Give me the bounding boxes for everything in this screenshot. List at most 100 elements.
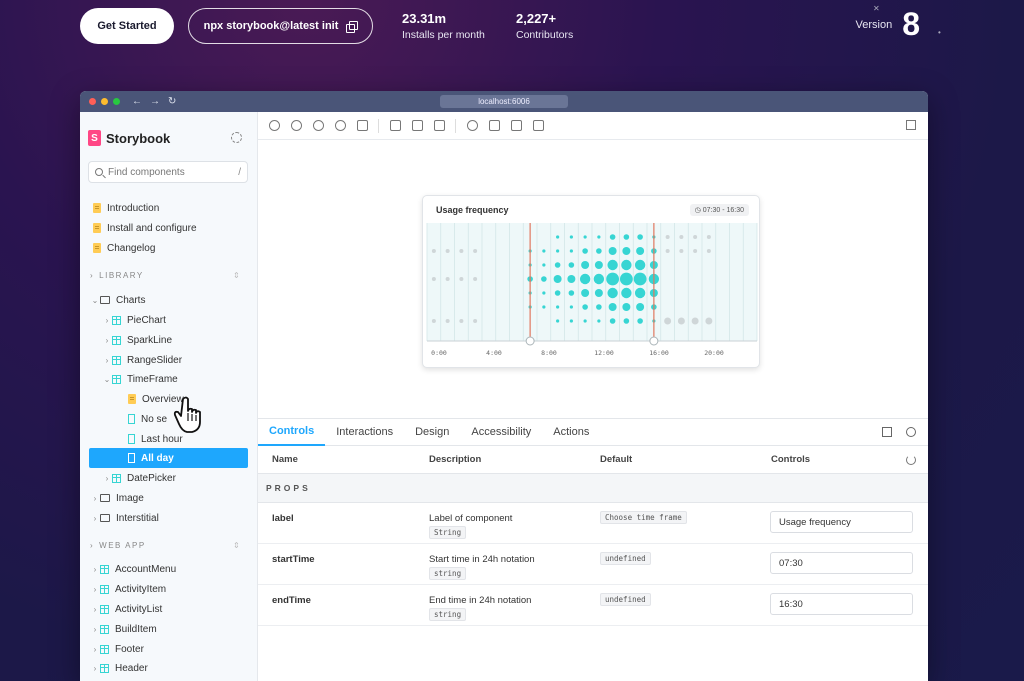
viewport-icon[interactable] xyxy=(390,120,401,131)
prop-description: Start time in 24h notation xyxy=(429,554,535,565)
data-point xyxy=(556,249,560,253)
starttime-control-input[interactable]: 07:30 xyxy=(770,552,913,574)
zoom-reset-icon[interactable] xyxy=(335,120,346,131)
addon-tabs: Controls Interactions Design Accessibili… xyxy=(258,419,928,446)
time-range-badge: ◷ 07:30 - 16:30 xyxy=(689,204,749,216)
sidebar-item-label: SparkLine xyxy=(127,334,173,346)
back-arrow-icon[interactable]: ← xyxy=(132,96,142,107)
sidebar-item-all-day[interactable]: All day xyxy=(89,448,248,468)
sidebar-item-no-selection[interactable]: No se xyxy=(80,409,258,429)
sidebar-item-label: BuildItem xyxy=(115,623,157,635)
data-point xyxy=(445,319,450,323)
sidebar-item-piechart[interactable]: › PieChart xyxy=(80,310,258,330)
sidebar-item-builditem[interactable]: › BuildItem xyxy=(80,619,258,639)
data-point xyxy=(609,318,616,324)
sidebar-item-activitylist[interactable]: › ActivityList xyxy=(80,599,258,619)
image-icon[interactable] xyxy=(489,120,500,131)
prop-default: undefined xyxy=(600,593,651,606)
sidebar-item-introduction[interactable]: Introduction xyxy=(80,198,258,218)
reset-controls-icon[interactable] xyxy=(906,455,916,465)
url-bar[interactable]: localhost:6006 xyxy=(440,95,568,108)
sidebar-item-label: ActivityList xyxy=(115,603,163,615)
sidebar-item-rangeslider[interactable]: › RangeSlider xyxy=(80,350,258,370)
tab-controls[interactable]: Controls xyxy=(258,419,326,446)
data-point xyxy=(554,290,561,296)
sidebar-item-accountmenu[interactable]: › AccountMenu xyxy=(80,559,258,579)
sidebar-item-header[interactable]: › Header xyxy=(80,658,258,678)
theme-icon[interactable] xyxy=(467,120,478,131)
get-started-button[interactable]: Get Started xyxy=(80,8,174,44)
data-point xyxy=(677,317,685,325)
data-point xyxy=(554,262,561,268)
sidebar-item-label: Footer xyxy=(115,643,144,655)
maximize-window-button[interactable] xyxy=(113,98,120,105)
data-point xyxy=(622,303,631,311)
expand-collapse-icon[interactable]: ⇕ xyxy=(233,541,240,550)
comment-icon[interactable] xyxy=(533,120,544,131)
sidebar-item-image[interactable]: › Image xyxy=(80,488,258,508)
sidebar-item-sparkline[interactable]: › SparkLine xyxy=(80,330,258,350)
component-icon xyxy=(100,663,109,673)
sidebar-item-activityitem[interactable]: › ActivityItem xyxy=(80,579,258,599)
data-point xyxy=(636,303,645,311)
sidebar-item-footer[interactable]: › Footer xyxy=(80,639,258,659)
search-input[interactable]: Find components / xyxy=(88,161,248,183)
tab-accessibility[interactable]: Accessibility xyxy=(471,426,532,438)
sidebar-item-timeframe[interactable]: ⌄ TimeFrame xyxy=(80,369,258,389)
close-window-button[interactable] xyxy=(89,98,96,105)
tab-actions[interactable]: Actions xyxy=(553,426,590,438)
storybook-brand[interactable]: S Storybook xyxy=(88,130,170,146)
npx-command-button[interactable]: npx storybook@latest init xyxy=(188,8,373,44)
settings-gear-icon[interactable] xyxy=(231,132,242,143)
sidebar-item-interstitial[interactable]: › Interstitial xyxy=(80,508,258,528)
tab-interactions[interactable]: Interactions xyxy=(336,426,394,438)
remount-icon[interactable] xyxy=(269,120,280,131)
sidebar-item-label: Last hour xyxy=(141,433,183,445)
data-point xyxy=(583,235,587,239)
data-point xyxy=(636,247,645,255)
tab-design[interactable]: Design xyxy=(415,426,450,438)
sidebar-item-last-hour[interactable]: Last hour xyxy=(80,429,258,449)
library-section-header[interactable]: › LIBRARY xyxy=(90,271,144,280)
measure-icon[interactable] xyxy=(511,120,522,131)
browser-window: ← → ↻ localhost:6006 S Storybook Find co… xyxy=(80,91,928,681)
forward-arrow-icon[interactable]: → xyxy=(150,96,160,107)
data-point xyxy=(608,247,617,255)
chevron-right-icon: › xyxy=(93,624,97,634)
outline-icon[interactable] xyxy=(434,120,445,131)
prop-name: endTime xyxy=(272,595,311,606)
open-new-tab-icon[interactable] xyxy=(906,120,916,130)
brand-name: Storybook xyxy=(106,130,171,146)
data-point xyxy=(579,273,591,285)
bookmark-icon xyxy=(128,453,135,463)
bookmark-icon xyxy=(128,414,135,424)
data-point xyxy=(594,261,603,269)
expand-collapse-icon[interactable]: ⇕ xyxy=(233,271,240,280)
webapp-section-header[interactable]: › WEB APP xyxy=(90,541,146,550)
sidebar-item-datepicker[interactable]: › DatePicker xyxy=(80,468,258,488)
chevron-down-icon: ⌄ xyxy=(91,295,99,305)
close-panel-icon[interactable] xyxy=(906,427,916,437)
reload-icon[interactable]: ↻ xyxy=(168,96,177,107)
endtime-control-input[interactable]: 16:30 xyxy=(770,593,913,615)
data-point xyxy=(633,272,647,286)
zoom-out-icon[interactable] xyxy=(313,120,324,131)
sidebar-item-charts[interactable]: ⌄ Charts xyxy=(80,290,258,310)
data-point xyxy=(609,234,616,240)
canvas-toolbar xyxy=(258,112,928,140)
grid-icon[interactable] xyxy=(412,120,423,131)
sidebar-item-changelog[interactable]: Changelog xyxy=(80,238,258,258)
zoom-in-icon[interactable] xyxy=(291,120,302,131)
data-point xyxy=(608,303,617,311)
background-icon[interactable] xyxy=(357,120,368,131)
label-control-input[interactable]: Usage frequency xyxy=(770,511,913,533)
usage-dot-chart[interactable]: 0:00 4:00 8:00 12:00 16:00 20:00 xyxy=(423,223,761,369)
panel-layout-icon[interactable] xyxy=(882,427,892,437)
component-icon xyxy=(112,315,121,325)
props-section-label: PROPS xyxy=(258,474,928,503)
data-point xyxy=(679,249,684,253)
minimize-window-button[interactable] xyxy=(101,98,108,105)
sidebar-item-overview[interactable]: Overview xyxy=(80,389,258,409)
sidebar-item-install[interactable]: Install and configure xyxy=(80,218,258,238)
data-point xyxy=(459,319,464,323)
